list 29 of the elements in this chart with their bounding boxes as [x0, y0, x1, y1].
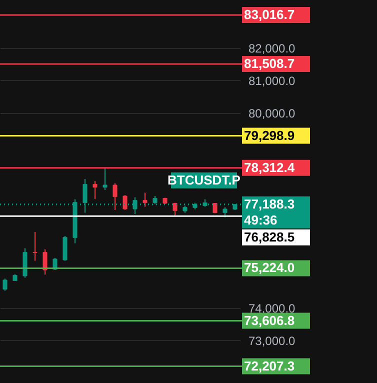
- candlestick: [122, 194, 128, 211]
- ref-line-label: 73,606.8: [244, 312, 295, 328]
- candlestick: [222, 206, 228, 218]
- ref-line-label: 81,508.7: [244, 56, 295, 71]
- candlestick: [2, 278, 8, 292]
- ref-line-label: 83,016.7: [244, 6, 295, 22]
- ref-line-label: 78,312.4: [244, 160, 296, 175]
- candlestick: [102, 168, 108, 190]
- y-tick-label: 80,000.0: [248, 106, 296, 120]
- candlestick: [32, 232, 38, 262]
- y-tick-label: 81,000.0: [248, 74, 296, 88]
- candlestick: [212, 202, 218, 214]
- ref-line-label: 77,188.3: [244, 196, 295, 212]
- ref-line-label: 76,828.5: [244, 229, 295, 244]
- candlestick: [172, 202, 178, 216]
- annotation: BTCUSDT.P: [168, 172, 241, 188]
- ref-line-label: 79,298.9: [244, 128, 295, 143]
- ref-line-label: 75,224.0: [244, 260, 295, 276]
- y-tick-label: 74,000.0: [248, 301, 296, 316]
- text: 49:36: [244, 212, 278, 228]
- candlestick: [42, 248, 48, 276]
- candlestick: [62, 236, 68, 262]
- candlestick: [22, 248, 28, 278]
- candlestick: [112, 182, 118, 211]
- y-tick-label: 73,000.0: [248, 334, 296, 348]
- candlestick: [142, 192, 148, 208]
- candlestick: [92, 180, 98, 200]
- y-tick-label: 82,000.0: [248, 42, 296, 56]
- ref-line-label: 72,207.3: [244, 358, 295, 374]
